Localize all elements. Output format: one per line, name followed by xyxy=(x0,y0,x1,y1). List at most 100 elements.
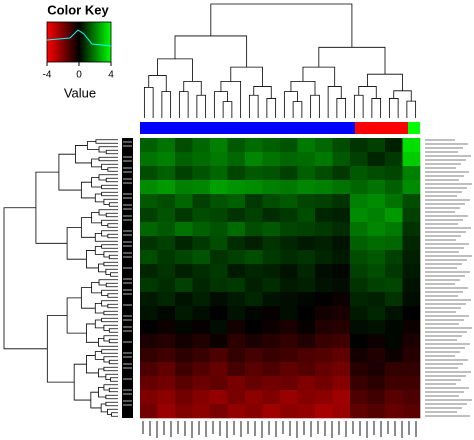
heatmap-cell xyxy=(332,222,351,237)
heatmap-cell xyxy=(280,376,298,391)
heatmap-cell xyxy=(262,390,281,405)
heatmap-cell xyxy=(280,250,298,265)
heatmap-cell xyxy=(315,194,333,209)
heatmap-cell xyxy=(297,250,316,265)
heatmap-cell xyxy=(262,278,281,293)
heatmap-cell xyxy=(367,306,386,321)
dendrogram-branch xyxy=(100,403,108,413)
heatmap-cell xyxy=(367,222,386,237)
dendrogram-branch xyxy=(103,335,118,342)
heatmap-cell xyxy=(402,166,421,181)
heatmap-cell xyxy=(315,292,333,307)
heatmap-cell xyxy=(140,390,158,405)
heatmap-cell xyxy=(332,208,351,223)
dendrogram-branch xyxy=(98,156,118,162)
heatmap-cell xyxy=(297,166,316,181)
column-groups xyxy=(140,122,420,134)
heatmap-cell xyxy=(227,334,246,349)
heatmap-cell xyxy=(245,390,263,405)
heatmap-cell xyxy=(385,222,403,237)
heatmap-cell xyxy=(315,362,333,377)
heatmap-cell xyxy=(192,292,211,307)
dendrogram-branch xyxy=(101,191,118,197)
dendrogram-branch xyxy=(388,98,399,118)
heatmap-cell xyxy=(315,208,333,223)
dendrogram-branch xyxy=(80,217,96,238)
heatmap-cell xyxy=(175,236,193,251)
heatmap-cell xyxy=(280,390,298,405)
heatmap-cell xyxy=(367,250,386,265)
heatmap-cell xyxy=(140,250,158,265)
dendrogram-branch xyxy=(283,91,298,118)
dendrogram-branch xyxy=(107,233,118,239)
heatmap-cell xyxy=(332,278,351,293)
dendrogram-branch xyxy=(101,317,118,323)
heatmap-cell xyxy=(210,250,228,265)
heatmap-cell xyxy=(297,180,316,195)
dendrogram-branch xyxy=(103,356,118,363)
heatmap-cell xyxy=(385,208,403,223)
heatmap-cell xyxy=(385,278,403,293)
heatmap-cell xyxy=(140,306,158,321)
heatmap-cell xyxy=(332,306,351,321)
heatmap-cell xyxy=(385,320,403,335)
dendrogram-branch xyxy=(107,303,118,309)
heatmap-cell xyxy=(157,152,176,167)
dendrogram-branch xyxy=(75,145,92,164)
heatmap-cell xyxy=(315,180,333,195)
dendrogram-branch xyxy=(105,149,118,155)
dendrogram-branch xyxy=(393,90,412,102)
dendrogram-branch xyxy=(108,338,118,344)
dendrogram-branch xyxy=(94,232,118,242)
heatmap-cell xyxy=(367,376,386,391)
heatmap-cell xyxy=(402,236,421,251)
heatmap-cell xyxy=(280,348,298,363)
heatmap-cell xyxy=(262,208,281,223)
heatmap-cell xyxy=(402,152,421,167)
heatmap-cell xyxy=(385,348,403,363)
heatmap-cell xyxy=(350,306,368,321)
heatmap-cell xyxy=(210,180,228,195)
heatmap-cell xyxy=(175,348,193,363)
dendrogram-branch xyxy=(86,323,99,343)
heatmap-cell xyxy=(157,194,176,209)
heatmap-cell xyxy=(227,208,246,223)
heatmap-cell xyxy=(280,152,298,167)
heatmap-cell xyxy=(140,152,158,167)
dendrogram-branch xyxy=(3,207,48,350)
heatmap-cell xyxy=(192,250,211,265)
heatmap-cell xyxy=(297,194,316,209)
dendrogram-branch xyxy=(108,328,118,333)
heatmap-cell xyxy=(385,376,403,391)
heatmap-cell xyxy=(227,278,246,293)
dendrogram-branch xyxy=(108,387,118,393)
dendrogram-branch xyxy=(66,297,87,334)
heatmap-cell xyxy=(367,138,386,153)
dendrogram-branch xyxy=(105,282,118,288)
heatmap-cell xyxy=(332,334,351,349)
heatmap-cell xyxy=(140,180,158,195)
heatmap-cell xyxy=(157,292,176,307)
heatmap-cell xyxy=(332,180,351,195)
heatmap-cell xyxy=(385,180,403,195)
dendrogram-branch xyxy=(35,171,68,244)
heatmap-cell xyxy=(367,208,386,223)
heatmap-cell xyxy=(385,152,403,167)
heatmap-cell xyxy=(192,376,211,391)
heatmap-cell xyxy=(227,194,246,209)
dendrogram-branch xyxy=(86,355,99,374)
heatmap-cell xyxy=(350,264,368,279)
dendrogram-branch xyxy=(103,366,118,372)
heatmap-cell xyxy=(245,166,263,181)
dendrogram-branch xyxy=(101,219,118,226)
heatmap-cell xyxy=(297,152,316,167)
heatmap-cell xyxy=(297,222,316,237)
heatmap-cell xyxy=(297,404,316,419)
heatmap-cell xyxy=(297,362,316,377)
dendrogram-branch xyxy=(292,101,303,118)
heatmap-cell xyxy=(262,376,281,391)
dendrogram-branch xyxy=(183,80,202,96)
heatmap-cell xyxy=(297,334,316,349)
dendrogram-branch xyxy=(94,351,104,360)
heatmap-cell xyxy=(140,138,158,153)
